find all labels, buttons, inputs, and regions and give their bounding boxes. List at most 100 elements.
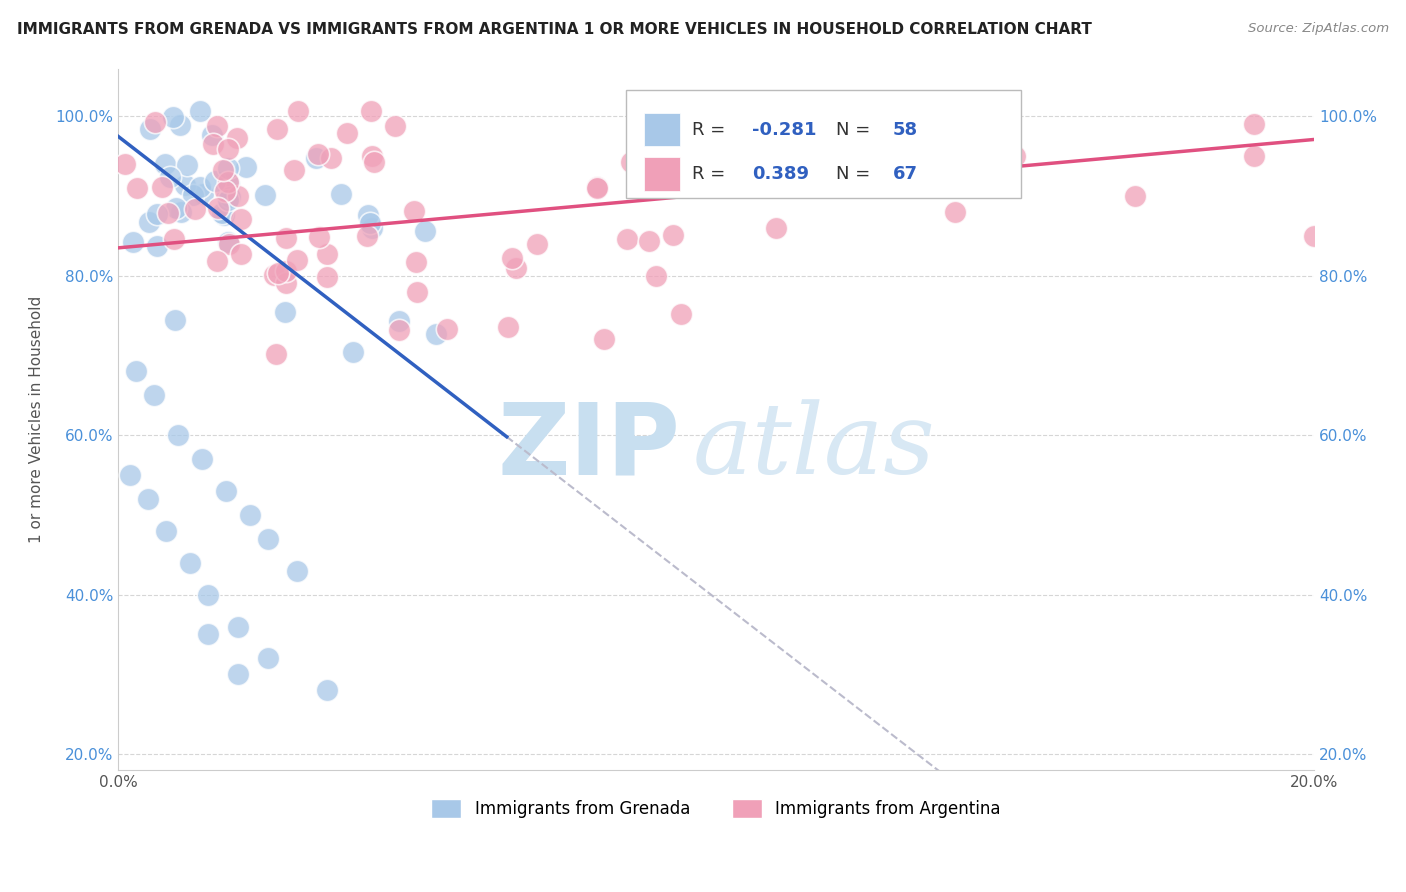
Point (363, 154, 385, 169)
Point (176, 158, 198, 172)
Point (159, 170, 181, 185)
Point (125, 364, 148, 378)
Point (218, 177, 240, 191)
Point (329, 187, 352, 202)
Point (287, 564, 309, 578)
Point (402, 204, 425, 219)
Point (173, 178, 195, 192)
Point (413, 224, 436, 238)
Point (361, 220, 384, 235)
Point (197, 588, 219, 602)
FancyBboxPatch shape (644, 112, 681, 146)
Point (637, 234, 659, 248)
Point (217, 235, 239, 249)
Point (139, 121, 162, 136)
Text: R =: R = (692, 165, 731, 183)
Point (226, 189, 249, 203)
Point (201, 128, 224, 142)
Point (163, 232, 186, 246)
Point (1004, 149, 1026, 163)
Point (662, 227, 685, 242)
Point (136, 491, 159, 506)
Point (212, 162, 235, 177)
Point (1123, 189, 1146, 203)
Point (188, 179, 211, 194)
Point (266, 122, 288, 136)
Point (153, 157, 176, 171)
Point (202, 136, 225, 151)
Point (217, 175, 239, 189)
Point (212, 208, 235, 222)
Point (169, 118, 191, 132)
Legend: Immigrants from Grenada, Immigrants from Argentina: Immigrants from Grenada, Immigrants from… (425, 792, 1007, 825)
Point (586, 181, 609, 195)
Point (315, 246, 337, 260)
Point (505, 260, 527, 275)
Point (165, 201, 187, 215)
Point (239, 508, 262, 522)
Point (143, 114, 166, 128)
Point (336, 126, 359, 140)
Point (121, 235, 143, 250)
Point (592, 332, 614, 346)
Point (166, 428, 188, 442)
Point (253, 188, 276, 202)
Point (256, 651, 278, 665)
Point (219, 190, 242, 204)
Point (357, 209, 380, 223)
Point (165, 313, 187, 327)
Point (616, 232, 638, 246)
Point (308, 230, 330, 244)
Point (229, 247, 252, 261)
Text: N =: N = (835, 165, 876, 183)
Point (276, 231, 298, 245)
Point (263, 268, 285, 282)
Point (225, 131, 247, 145)
Point (361, 149, 384, 163)
Point (226, 619, 249, 633)
Point (125, 181, 148, 195)
Point (315, 270, 337, 285)
Point (501, 252, 523, 266)
Point (496, 319, 519, 334)
Point (138, 215, 160, 229)
Point (342, 344, 364, 359)
Text: Source: ZipAtlas.com: Source: ZipAtlas.com (1249, 22, 1389, 36)
Point (235, 160, 257, 174)
FancyBboxPatch shape (644, 157, 681, 191)
Point (181, 188, 204, 202)
Point (218, 237, 240, 252)
Point (191, 187, 214, 202)
Point (229, 212, 252, 227)
Point (585, 180, 607, 194)
Point (264, 347, 287, 361)
Point (305, 151, 328, 165)
Point (360, 104, 382, 119)
Point (388, 314, 411, 328)
Point (207, 201, 229, 215)
Point (307, 146, 329, 161)
Point (157, 206, 180, 220)
Point (162, 110, 184, 124)
Point (436, 322, 458, 336)
Text: N =: N = (835, 120, 876, 138)
Point (405, 255, 427, 269)
Point (276, 276, 298, 290)
Point (526, 236, 548, 251)
Point (217, 161, 239, 176)
Point (356, 228, 378, 243)
Point (671, 307, 693, 321)
Point (319, 151, 342, 165)
Point (179, 556, 201, 570)
Text: 58: 58 (893, 120, 918, 138)
Point (118, 468, 141, 483)
Point (150, 180, 173, 194)
Point (226, 667, 249, 681)
Point (183, 202, 205, 216)
Point (188, 103, 211, 118)
Point (256, 532, 278, 546)
Point (204, 174, 226, 188)
Point (388, 323, 411, 337)
Point (274, 305, 297, 319)
Text: -0.281: -0.281 (752, 120, 817, 138)
